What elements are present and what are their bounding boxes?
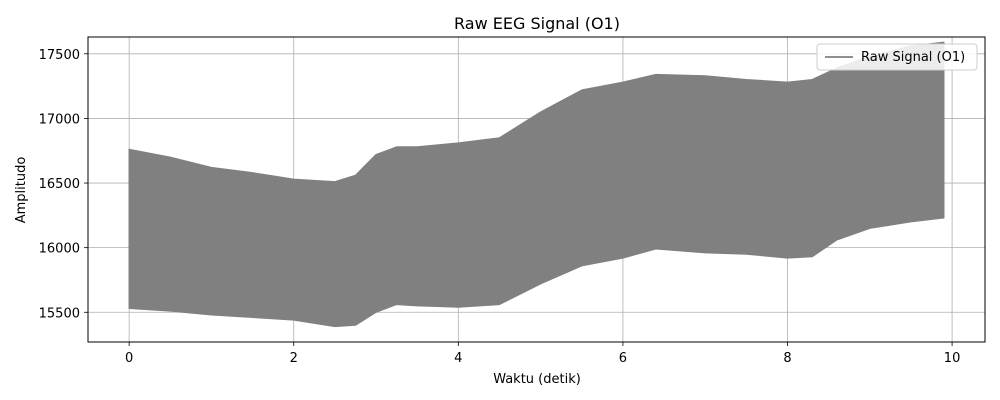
x-tick-label: 6 [619,351,627,366]
legend-label: Raw Signal (O1) [861,50,965,65]
x-tick-label: 4 [454,351,462,366]
y-tick-label: 17500 [39,48,80,63]
y-tick-label: 15500 [39,306,80,321]
x-axis-label: Waktu (detik) [493,372,581,387]
x-axis: 0 2 4 6 8 10 [125,342,960,366]
chart-title: Raw EEG Signal (O1) [454,14,620,33]
signal-band [128,41,945,328]
legend-box [816,43,978,71]
y-tick-label: 17000 [39,112,80,127]
plot-area [128,41,945,328]
y-tick-label: 16500 [39,177,80,192]
x-tick-label: 0 [125,351,133,366]
y-tick-label: 16000 [39,242,80,257]
x-tick-label: 10 [944,351,961,366]
x-tick-label: 2 [290,351,298,366]
x-tick-label: 8 [783,351,791,366]
y-axis-label: Amplitudo [14,157,29,224]
plot-frame [87,36,986,343]
legend: Raw Signal (O1) [816,43,978,71]
y-axis: 15500 16000 16500 17000 17500 [39,48,88,321]
